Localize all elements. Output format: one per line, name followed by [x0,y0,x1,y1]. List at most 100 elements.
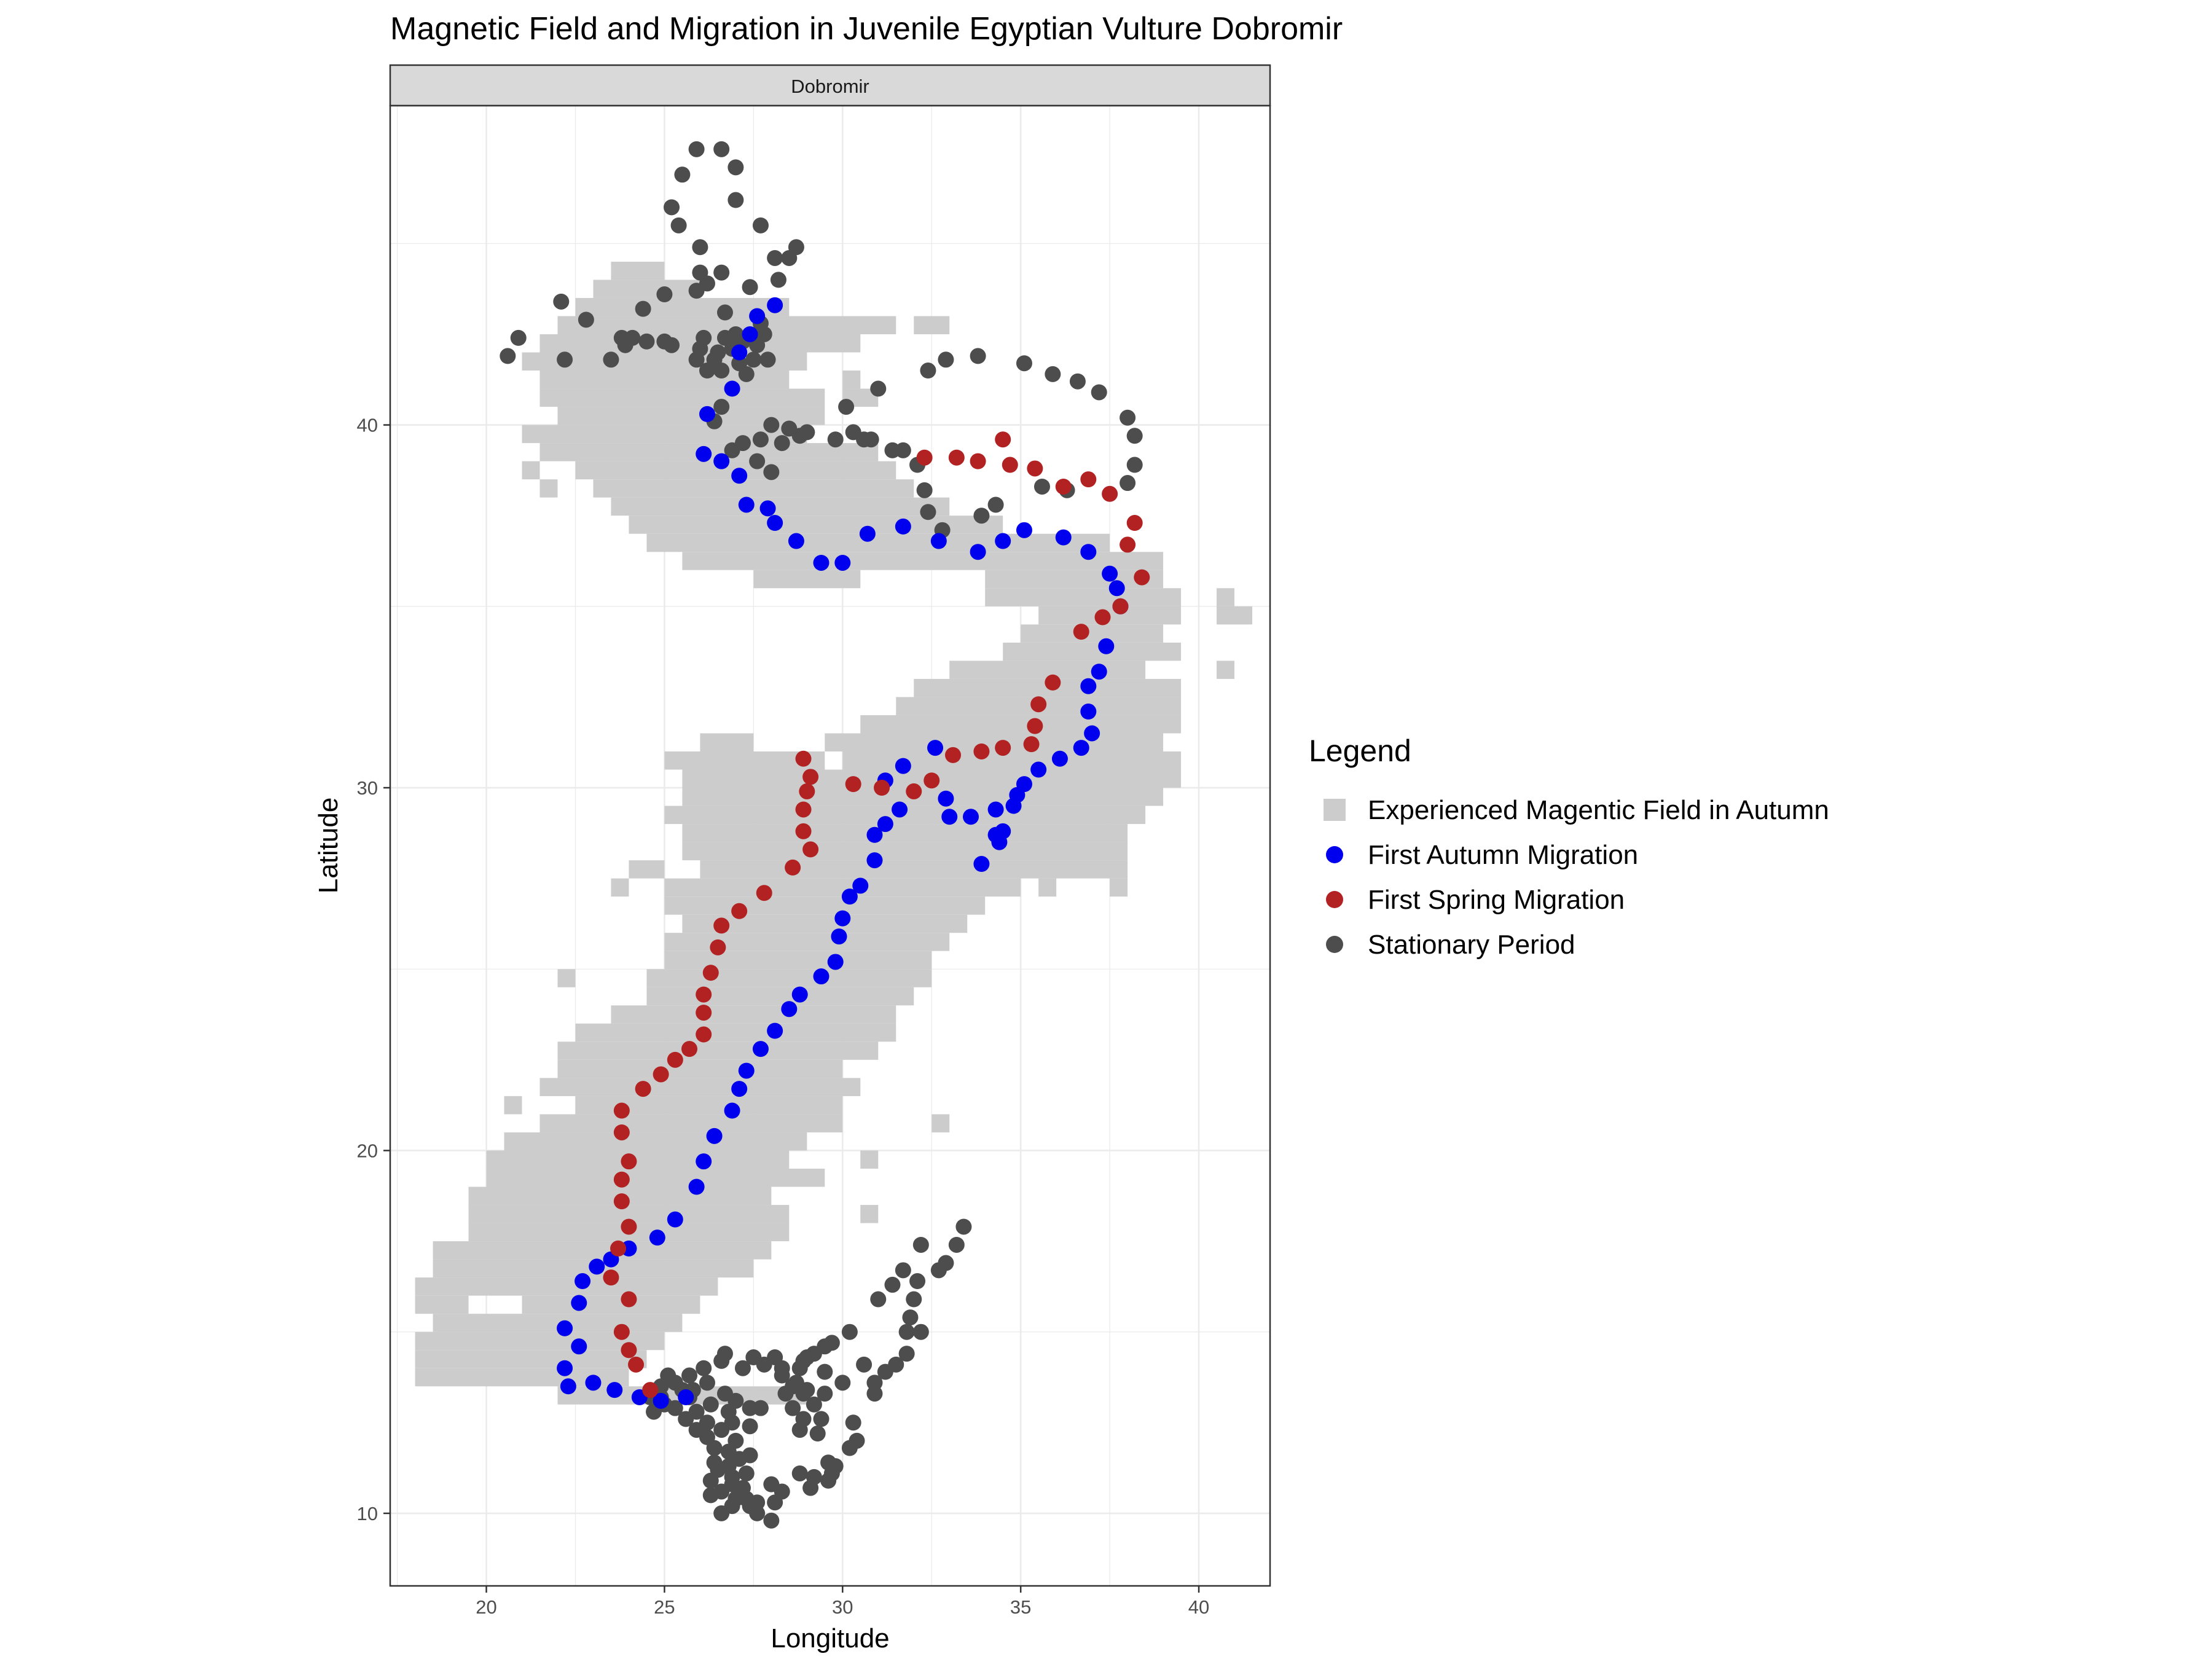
point-stationary-period [895,442,911,458]
magnetic-field-tile [753,570,861,589]
point-stationary-period [742,1447,758,1464]
point-first-spring-migration [995,431,1011,448]
point-first-autumn-migration [606,1382,623,1398]
point-first-autumn-migration [731,344,748,361]
point-first-autumn-migration [738,496,755,513]
point-first-autumn-migration [699,406,715,422]
magnetic-field-tile [646,987,914,1006]
point-stationary-period [777,1386,794,1402]
point-first-autumn-migration [1084,725,1100,742]
point-stationary-period [734,1360,751,1376]
point-stationary-period [870,1291,887,1308]
magnetic-field-tile [1217,606,1253,625]
point-stationary-period [1120,475,1136,492]
point-stationary-period [742,279,758,296]
point-stationary-period [738,1465,755,1481]
point-first-autumn-migration [791,986,808,1003]
magnetic-field-tile [1003,642,1182,661]
point-stationary-period [752,1400,769,1416]
point-stationary-period [938,351,954,368]
point-first-autumn-migration [767,515,783,531]
point-stationary-period [763,1512,780,1529]
point-stationary-period [774,435,790,452]
point-first-spring-migration [613,1324,630,1340]
point-first-spring-migration [1002,457,1018,473]
point-first-autumn-migration [788,533,804,549]
legend-key-first-autumn-migration [1326,846,1343,863]
point-first-spring-migration [995,740,1011,756]
point-stationary-period [877,1363,893,1380]
point-stationary-period [912,1236,929,1253]
point-first-spring-migration [1126,515,1143,531]
point-first-autumn-migration [1108,580,1125,597]
point-stationary-period [763,1476,780,1492]
point-stationary-period [987,496,1004,513]
point-stationary-period [898,1346,915,1362]
point-stationary-period [681,1367,697,1384]
magnetic-field-tile [949,661,1146,679]
point-first-spring-migration [1027,718,1043,734]
point-stationary-period [713,399,730,415]
point-first-autumn-migration [731,1081,748,1097]
magnetic-field-tile [914,316,950,334]
point-first-autumn-migration [1102,565,1118,582]
legend-label-stationary-period: Stationary Period [1368,930,1575,960]
point-stationary-period [845,1414,861,1431]
point-stationary-period [834,1375,851,1391]
point-stationary-period [699,1375,715,1391]
point-stationary-period [752,217,769,233]
legend-label-first-autumn-migration: First Autumn Migration [1368,840,1638,870]
legend: Legend Experienced Magentic Field in Aut… [1309,734,1829,960]
point-first-autumn-migration [834,554,851,571]
point-stationary-period [827,431,844,448]
point-stationary-period [720,1458,737,1475]
x-axis: 20 25 30 35 40 [476,1586,1209,1618]
magnetic-field-tile [522,461,540,480]
point-first-autumn-migration [767,1022,783,1039]
y-tick-label: 30 [357,777,378,799]
point-stationary-period [716,1346,733,1362]
magnetic-field-tile [1021,624,1164,643]
point-stationary-period [660,1367,677,1384]
point-stationary-period [763,464,780,480]
point-first-spring-migration [613,1171,630,1188]
point-first-spring-migration [667,1051,683,1068]
magnetic-field-tile [611,1005,896,1024]
point-first-autumn-migration [895,758,911,774]
point-stationary-period [728,1432,744,1449]
magnetic-field-tile [700,733,754,751]
point-stationary-period [767,1349,783,1366]
point-stationary-period [670,217,687,233]
point-stationary-period [916,482,933,498]
point-stationary-period [752,431,769,448]
magnetic-field-tile [1110,878,1128,897]
magnetic-field-tile [415,1277,718,1296]
point-first-spring-migration [621,1342,637,1359]
point-stationary-period [817,1386,833,1402]
y-axis-title: Latitude [313,798,343,894]
point-first-autumn-migration [827,954,844,970]
point-stationary-period [795,1352,812,1369]
point-stationary-period [713,363,730,379]
point-first-autumn-migration [991,834,1008,850]
point-first-autumn-migration [1098,638,1115,654]
point-first-spring-migration [1120,536,1136,553]
magnetic-field-tile [575,1023,896,1042]
point-stationary-period [841,1324,858,1340]
point-stationary-period [909,1273,926,1290]
point-stationary-period [767,249,783,266]
point-stationary-period [820,1472,837,1489]
magnetic-field-tile [504,1096,522,1115]
magnetic-field-tile [557,407,825,425]
legend-key-first-spring-migration [1326,891,1343,908]
point-stationary-period [713,141,730,157]
point-first-spring-migration [973,743,990,759]
point-stationary-period [781,249,798,266]
point-first-spring-migration [1045,674,1061,691]
magnetic-field-tile [486,1150,790,1169]
point-stationary-period [870,380,887,397]
magnetic-field-tile [682,842,1128,861]
magnetic-field-tile [664,951,932,970]
point-first-spring-migration [613,1193,630,1210]
